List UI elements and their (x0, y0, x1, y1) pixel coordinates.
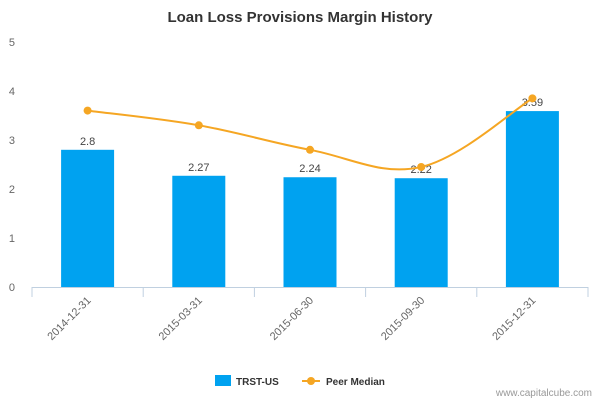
line-series (83, 94, 537, 171)
y-tick-label: 5 (9, 37, 15, 49)
bar (61, 149, 115, 287)
y-tick-label: 4 (9, 86, 15, 98)
peer-median-point (194, 121, 203, 130)
x-tick-label: 2015-06-30 (268, 295, 316, 343)
y-tick-label: 2 (9, 184, 15, 196)
bar-data-labels: 2.82.272.242.223.59 (80, 97, 543, 176)
y-tick-label: 3 (9, 135, 15, 147)
bar (172, 175, 226, 287)
bar (283, 177, 337, 287)
bar-data-label: 2.8 (80, 136, 95, 148)
bar (394, 178, 448, 287)
x-axis: 2014-12-31 2015-03-31 2015-06-30 2015-09-30… (31, 287, 589, 343)
peer-median-point (306, 145, 314, 154)
x-tick-label: 2015-12-31 (490, 295, 538, 343)
peer-median-point (417, 162, 426, 171)
x-tick-label: 2014-12-31 (45, 295, 93, 343)
legend-swatch-bar (215, 375, 231, 386)
x-tick-label: 2015-03-31 (157, 295, 205, 343)
x-tick-label: 2015-09-30 (379, 295, 427, 343)
y-axis: 0 1 2 3 4 5 (9, 37, 15, 294)
chart-title: Loan Loss Provisions Margin History (167, 9, 433, 26)
credit-text: www.capitalcube.com (495, 388, 592, 399)
legend-label-bar: TRST-US (236, 377, 279, 388)
peer-median-line (87, 97, 533, 171)
bar (505, 111, 559, 287)
legend-marker-line (307, 377, 315, 385)
bar-data-label: 3.59 (522, 97, 543, 109)
peer-median-point (528, 94, 537, 103)
bar-series (61, 111, 559, 287)
bar-data-label: 2.24 (299, 163, 320, 175)
y-tick-label: 1 (9, 233, 15, 245)
legend-label-line: Peer Median (326, 377, 385, 388)
y-tick-label: 0 (9, 282, 15, 294)
bar-data-label: 2.27 (188, 162, 209, 174)
legend: TRST-US Peer Median (215, 375, 385, 388)
peer-median-point (83, 106, 92, 115)
